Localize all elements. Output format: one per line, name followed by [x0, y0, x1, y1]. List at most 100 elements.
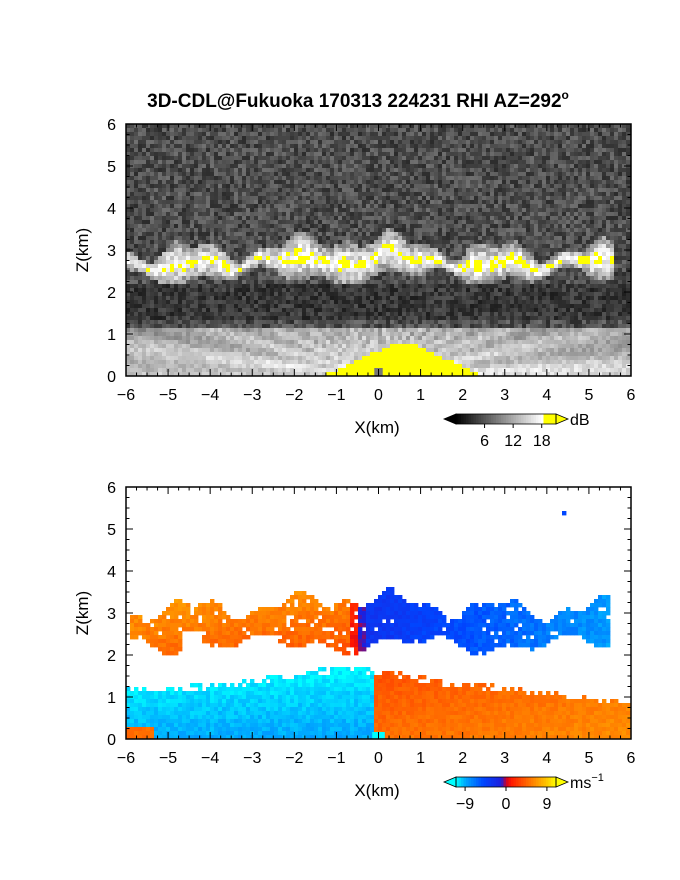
data-cell	[442, 136, 447, 141]
data-cell	[342, 256, 347, 261]
data-cell	[250, 140, 255, 145]
data-cell	[302, 184, 307, 189]
data-cell	[194, 200, 199, 205]
data-cell	[414, 216, 419, 221]
data-cell	[366, 196, 371, 201]
data-cell	[350, 176, 355, 181]
data-cell	[458, 276, 463, 281]
data-cell	[470, 140, 475, 145]
data-cell	[370, 196, 375, 201]
data-cell	[446, 268, 451, 273]
data-cell	[194, 216, 199, 221]
data-cell	[250, 232, 255, 237]
data-cell	[370, 220, 375, 225]
data-cell	[362, 156, 367, 161]
data-cell	[274, 264, 279, 269]
data-cell	[358, 236, 363, 241]
data-cell	[250, 172, 255, 177]
data-cell	[566, 144, 571, 149]
data-cell	[434, 132, 439, 137]
data-cell	[410, 148, 415, 153]
data-cell	[602, 128, 607, 133]
data-cell	[486, 144, 491, 149]
data-cell	[370, 204, 375, 209]
data-cell	[226, 204, 231, 209]
data-cell	[162, 236, 167, 241]
data-cell	[266, 132, 271, 137]
data-cell	[426, 160, 431, 165]
data-cell	[362, 176, 367, 181]
data-cell	[306, 220, 311, 225]
data-cell	[574, 160, 579, 165]
data-cell	[498, 196, 503, 201]
data-cell	[390, 280, 395, 285]
data-cell	[262, 252, 267, 257]
data-cell	[362, 280, 367, 285]
data-cell	[310, 248, 315, 253]
data-cell	[162, 164, 167, 169]
data-cell	[458, 228, 463, 233]
data-cell	[618, 208, 623, 213]
data-cell	[550, 160, 555, 165]
data-cell	[226, 244, 231, 249]
data-cell	[450, 268, 455, 273]
data-cell	[522, 224, 527, 229]
data-cell	[510, 144, 515, 149]
data-cell	[130, 192, 135, 197]
data-cell	[514, 276, 519, 281]
data-cell	[470, 232, 475, 237]
data-cell	[538, 156, 543, 161]
data-cell	[346, 272, 351, 277]
data-cell	[366, 252, 371, 257]
data-cell	[174, 132, 179, 137]
data-cell	[222, 192, 227, 197]
data-cell	[494, 240, 499, 245]
data-cell	[386, 216, 391, 221]
data-cell	[614, 144, 619, 149]
data-cell	[390, 188, 395, 193]
data-cell	[274, 168, 279, 173]
data-cell	[510, 240, 515, 245]
data-cell	[310, 204, 315, 209]
data-cell	[550, 228, 555, 233]
data-cell	[162, 248, 167, 253]
data-cell	[250, 184, 255, 189]
data-cell	[402, 212, 407, 217]
data-cell	[294, 268, 299, 273]
data-cell	[178, 156, 183, 161]
data-cell	[390, 176, 395, 181]
data-cell	[582, 240, 587, 245]
data-cell	[454, 212, 459, 217]
data-cell	[182, 128, 187, 133]
data-cell	[322, 240, 327, 245]
snr-field	[126, 124, 631, 377]
data-cell	[126, 196, 131, 201]
data-cell	[210, 248, 215, 253]
data-cell	[602, 180, 607, 185]
data-cell	[362, 224, 367, 229]
data-cell	[602, 176, 607, 181]
data-cell	[234, 220, 239, 225]
data-cell	[418, 204, 423, 209]
data-cell	[390, 148, 395, 153]
data-cell	[130, 212, 135, 217]
data-cell	[174, 204, 179, 209]
data-cell	[138, 148, 143, 153]
data-cell	[378, 144, 383, 149]
data-cell	[470, 268, 475, 273]
data-cell	[278, 236, 283, 241]
data-cell	[138, 208, 143, 213]
data-cell	[582, 272, 587, 277]
data-cell	[198, 216, 203, 221]
data-cell	[198, 232, 203, 237]
data-cell	[330, 276, 335, 281]
data-cell	[494, 164, 499, 169]
data-cell	[534, 200, 539, 205]
data-cell	[242, 172, 247, 177]
data-cell	[626, 268, 631, 273]
data-cell	[610, 272, 615, 277]
data-cell	[346, 276, 351, 281]
data-cell	[418, 136, 423, 141]
data-cell	[274, 128, 279, 133]
data-cell	[534, 160, 539, 165]
